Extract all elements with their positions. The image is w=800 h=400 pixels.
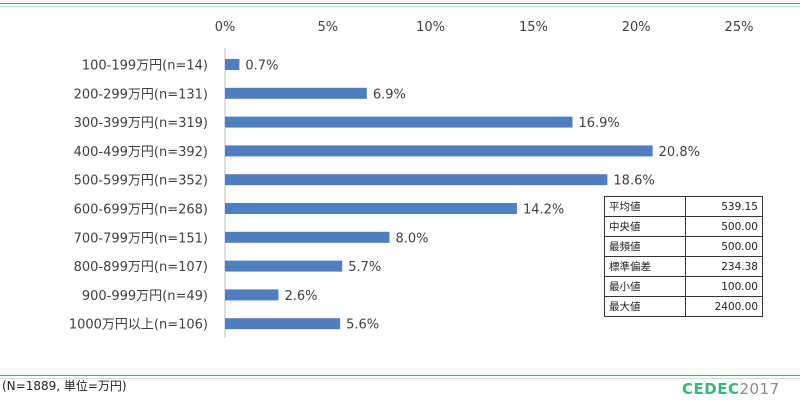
stat-value: 234.38 — [685, 256, 763, 277]
bar — [225, 318, 341, 330]
bar — [225, 289, 279, 301]
bar — [225, 87, 367, 99]
stat-label: 平均値 — [604, 196, 686, 217]
bar — [225, 260, 343, 272]
bar — [225, 203, 517, 214]
bar — [225, 59, 240, 70]
bottom-rule-light — [0, 378, 800, 379]
x-tick-label: 25% — [725, 20, 754, 35]
cedec-logo: CEDEC2017 — [682, 380, 780, 398]
data-label: 16.9% — [578, 116, 619, 131]
category-label: 300-399万円(n=319) — [74, 116, 208, 131]
stat-value: 500.00 — [685, 216, 763, 237]
bar-chart: 0% 5% 10% 15% 20% 25% 100-199万円(n=14) 200-299万… — [69, 20, 754, 338]
category-label: 100-199万円(n=14) — [82, 59, 208, 74]
data-label: 20.8% — [659, 145, 700, 160]
stat-row: 最頻値 500.00 — [604, 236, 763, 257]
x-tick-label: 0% — [215, 20, 236, 35]
x-axis-ticks: 0% 5% 10% 15% 20% 25% — [215, 20, 754, 35]
category-label: 400-499万円(n=392) — [74, 145, 208, 160]
statistics-table: 平均値 539.15 中央値 500.00 最頻値 500.00 標準偏差 234.38 最小値… — [604, 196, 763, 317]
bottom-rule — [0, 375, 800, 376]
stat-value: 2400.00 — [685, 296, 763, 317]
bar — [225, 145, 653, 157]
stat-row: 標準偏差 234.38 — [604, 256, 763, 277]
category-label: 900-999万円(n=49) — [82, 289, 208, 304]
stat-row: 最小値 100.00 — [604, 276, 763, 297]
stat-value: 539.15 — [685, 196, 763, 217]
stat-label: 標準偏差 — [604, 256, 686, 277]
category-labels: 100-199万円(n=14) 200-299万円(n=131) 300-399万円… — [69, 59, 208, 333]
footnote: (N=1889, 単位=万円) — [2, 379, 127, 393]
data-label: 14.2% — [523, 203, 564, 218]
top-rule-light — [0, 6, 800, 7]
stat-label: 最小値 — [604, 276, 686, 297]
stat-label: 中央値 — [604, 216, 686, 237]
stat-label: 最大値 — [604, 296, 686, 317]
stat-value: 100.00 — [685, 276, 763, 297]
x-tick-label: 10% — [416, 20, 445, 35]
logo-year: 2017 — [739, 380, 780, 398]
data-label: 18.6% — [613, 174, 654, 189]
bar — [225, 174, 608, 186]
stat-label: 最頻値 — [604, 236, 686, 257]
bar — [225, 116, 573, 128]
top-rule — [0, 3, 800, 4]
category-label: 500-599万円(n=352) — [74, 174, 208, 189]
logo-brand: CEDEC — [682, 380, 740, 398]
stat-row: 平均値 539.15 — [604, 196, 763, 217]
category-label: 200-299万円(n=131) — [74, 87, 208, 102]
data-label: 5.7% — [348, 260, 381, 275]
stat-row: 最大値 2400.00 — [604, 296, 763, 317]
stat-row: 中央値 500.00 — [604, 216, 763, 237]
data-label: 5.6% — [346, 318, 379, 333]
x-tick-label: 15% — [519, 20, 548, 35]
stat-value: 500.00 — [685, 236, 763, 257]
category-label: 1000万円以上(n=106) — [69, 318, 208, 333]
value-labels: 0.7% 6.9% 16.9% 20.8% 18.6% 14.2% 8.0% 5.7% 2.6%… — [245, 59, 700, 333]
bar — [225, 231, 390, 243]
data-label: 8.0% — [395, 231, 428, 246]
data-label: 2.6% — [284, 289, 317, 304]
x-tick-label: 5% — [317, 20, 338, 35]
bars-group — [225, 59, 653, 330]
category-label: 600-699万円(n=268) — [74, 203, 208, 218]
category-label: 800-899万円(n=107) — [74, 260, 208, 275]
data-label: 6.9% — [373, 87, 406, 102]
data-label: 0.7% — [245, 59, 278, 74]
category-label: 700-799万円(n=151) — [74, 231, 208, 246]
x-tick-label: 20% — [622, 20, 651, 35]
